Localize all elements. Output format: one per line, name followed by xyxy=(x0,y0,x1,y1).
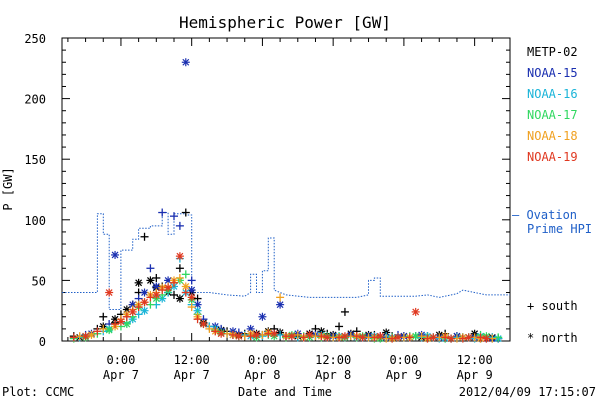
north-point-noaa-19 xyxy=(270,330,278,338)
north-point-noaa-19 xyxy=(152,291,160,299)
north-point-noaa-19 xyxy=(199,320,207,328)
legend-entry-noaa-18: NOAA-18 xyxy=(527,129,578,143)
legend-ovation-line1: – Ovation xyxy=(512,208,577,222)
north-point-metp-02 xyxy=(135,279,143,287)
north-point-noaa-19 xyxy=(117,318,125,326)
north-point-noaa-19 xyxy=(235,332,243,340)
south-point-metp-02 xyxy=(335,322,343,330)
x-tick-label-time: 12:00 xyxy=(315,353,351,367)
north-point-noaa-19 xyxy=(376,332,384,340)
north-point-noaa-19 xyxy=(429,333,437,341)
south-point-noaa-15 xyxy=(170,212,178,220)
y-tick-label: 200 xyxy=(24,93,46,107)
south-point-metp-02 xyxy=(141,233,149,241)
south-point-noaa-18 xyxy=(276,293,284,301)
south-point-noaa-15 xyxy=(146,264,154,272)
chart-title: Hemispheric Power [GW] xyxy=(179,13,391,32)
x-tick-label-time: 12:00 xyxy=(174,353,210,367)
south-point-noaa-15 xyxy=(188,276,196,284)
north-point-noaa-19 xyxy=(482,335,490,343)
y-tick-label: 100 xyxy=(24,214,46,228)
y-tick-label: 50 xyxy=(32,274,46,288)
north-point-noaa-19 xyxy=(164,284,172,292)
south-point-noaa-17 xyxy=(182,270,190,278)
x-tick-label-date: Apr 9 xyxy=(386,368,422,382)
north-point-noaa-19 xyxy=(217,330,225,338)
y-tick-label: 150 xyxy=(24,153,46,167)
north-point-noaa-16 xyxy=(141,307,149,315)
x-tick-label-date: Apr 7 xyxy=(174,368,210,382)
x-tick-label-date: Apr 7 xyxy=(103,368,139,382)
legend-marker-north: * north xyxy=(527,331,578,345)
legend-entry-noaa-17: NOAA-17 xyxy=(527,108,578,122)
north-point-noaa-18 xyxy=(87,331,95,339)
north-point-noaa-19 xyxy=(188,293,196,301)
north-point-noaa-19 xyxy=(129,308,137,316)
south-point-metp-02 xyxy=(341,308,349,316)
legend-entry-noaa-19: NOAA-19 xyxy=(527,150,578,164)
x-tick-label-date: Apr 8 xyxy=(315,368,351,382)
north-point-noaa-15 xyxy=(182,58,190,66)
x-tick-label-date: Apr 9 xyxy=(457,368,493,382)
footer-credit: Plot: CCMC xyxy=(2,385,74,399)
north-point-metp-02 xyxy=(176,295,184,303)
north-point-noaa-19 xyxy=(412,308,420,316)
south-point-noaa-15 xyxy=(158,209,166,217)
legend-entry-noaa-16: NOAA-16 xyxy=(527,87,578,101)
x-tick-label-date: Apr 8 xyxy=(244,368,280,382)
legend-entry-noaa-15: NOAA-15 xyxy=(527,66,578,80)
north-point-noaa-19 xyxy=(288,332,296,340)
legend-marker-south: + south xyxy=(527,299,578,313)
x-tick-label-time: 0:00 xyxy=(106,353,135,367)
x-tick-label-time: 12:00 xyxy=(457,353,493,367)
ovation-hpi-line xyxy=(62,213,510,310)
north-point-noaa-19 xyxy=(176,252,184,260)
y-axis-label: P [GW] xyxy=(1,167,15,210)
north-point-metp-02 xyxy=(146,276,154,284)
x-axis-label: Date and Time xyxy=(238,385,332,399)
legend-ovation-line2: Prime HPI xyxy=(527,222,592,236)
north-point-noaa-19 xyxy=(323,333,331,341)
north-point-noaa-19 xyxy=(141,298,149,306)
north-point-noaa-19 xyxy=(465,333,473,341)
hemispheric-power-chart: Hemispheric Power [GW] P [GW] Date and T… xyxy=(0,0,600,400)
plot-frame xyxy=(62,38,510,341)
north-point-noaa-19 xyxy=(359,333,367,341)
y-tick-label: 250 xyxy=(24,32,46,46)
legend-entry-metp-02: METP-02 xyxy=(527,45,578,59)
north-point-noaa-19 xyxy=(341,332,349,340)
north-point-noaa-19 xyxy=(105,289,113,297)
north-point-noaa-15 xyxy=(276,301,284,309)
north-point-noaa-19 xyxy=(253,331,261,339)
footer-timestamp: 2012/04/09 17:15:07 xyxy=(459,385,596,399)
south-point-metp-02 xyxy=(99,313,107,321)
north-point-noaa-19 xyxy=(394,333,402,341)
south-point-metp-02 xyxy=(176,264,184,272)
north-point-noaa-15 xyxy=(258,313,266,321)
x-tick-label-time: 0:00 xyxy=(248,353,277,367)
legend: METP-02 NOAA-15 NOAA-16 NOAA-17 NOAA-18 NOAA-… xyxy=(512,45,592,345)
north-point-noaa-15 xyxy=(111,251,119,259)
north-point-noaa-19 xyxy=(306,331,314,339)
y-tick-label: 0 xyxy=(39,335,46,349)
data-markers xyxy=(70,58,502,342)
north-point-noaa-19 xyxy=(82,332,90,340)
x-tick-label-time: 0:00 xyxy=(389,353,418,367)
north-point-noaa-17 xyxy=(105,326,113,334)
south-point-noaa-15 xyxy=(176,222,184,230)
north-point-noaa-19 xyxy=(447,335,455,343)
ovation-hpi-series xyxy=(62,213,510,310)
